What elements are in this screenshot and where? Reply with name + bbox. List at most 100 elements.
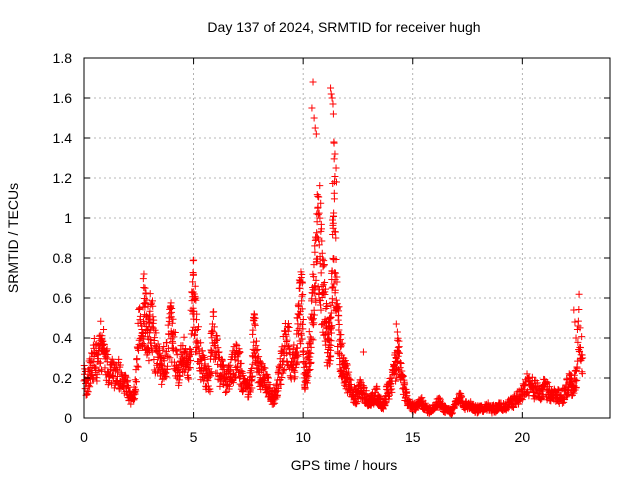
data-point <box>306 366 314 374</box>
data-point <box>305 328 313 336</box>
data-point <box>576 324 584 332</box>
data-point <box>395 349 403 357</box>
data-point <box>248 372 256 380</box>
data-point <box>145 318 153 326</box>
data-point <box>281 342 289 350</box>
y-tick-label: 0.2 <box>53 370 73 386</box>
data-point-peak <box>327 84 335 92</box>
data-point <box>297 340 305 348</box>
data-point <box>206 369 214 377</box>
data-point <box>164 321 172 329</box>
data-point <box>94 355 102 363</box>
data-point <box>320 331 328 339</box>
axes: 0 0.2 0.4 0.6 0.8 1 1.2 1.4 1.6 1.8 0 5 10 15 20 <box>53 50 610 445</box>
data-point <box>376 393 384 401</box>
data-point <box>274 385 282 393</box>
data-point <box>515 400 523 408</box>
data-point <box>573 376 581 384</box>
data-point <box>146 290 154 298</box>
data-point <box>332 256 340 264</box>
data-point <box>149 302 157 310</box>
data-point <box>558 399 566 407</box>
data-point <box>145 335 153 343</box>
data-point <box>293 351 301 359</box>
data-point <box>208 327 216 335</box>
data-point <box>229 379 237 387</box>
data-point <box>191 330 199 338</box>
data-point <box>317 225 325 233</box>
data-point <box>546 383 554 391</box>
data-point-peak <box>393 328 401 336</box>
y-tick-label: 0.6 <box>53 290 73 306</box>
data-point <box>308 316 316 324</box>
data-point-peak <box>311 124 319 132</box>
data-point <box>133 355 141 363</box>
data-point <box>290 367 298 375</box>
y-tick-label: 0.4 <box>53 330 73 346</box>
data-point <box>261 364 269 372</box>
data-point <box>143 296 151 304</box>
data-point <box>315 209 323 217</box>
data-point <box>310 273 318 281</box>
data-point <box>248 384 256 392</box>
data-point <box>168 319 176 327</box>
data-point <box>323 302 331 310</box>
data-point <box>344 371 352 379</box>
data-point <box>100 341 108 349</box>
data-point <box>86 383 94 391</box>
data-point <box>399 373 407 381</box>
data-point <box>343 361 351 369</box>
data-point <box>166 310 174 318</box>
data-point <box>313 258 321 266</box>
data-point <box>197 339 205 347</box>
data-point <box>306 340 314 348</box>
data-point <box>327 337 335 345</box>
data-point <box>299 291 307 299</box>
data-point <box>306 353 314 361</box>
data-point-peak <box>571 318 579 326</box>
data-point-peak <box>298 278 306 286</box>
data-point <box>281 366 289 374</box>
data-point <box>577 355 585 363</box>
data-point <box>343 360 351 368</box>
data-point <box>339 371 347 379</box>
data-point <box>130 396 138 404</box>
data-point <box>158 375 166 383</box>
data-point-peak <box>332 178 340 186</box>
data-point <box>393 374 401 382</box>
data-point <box>330 155 338 163</box>
data-point <box>159 346 167 354</box>
data-point <box>145 357 153 365</box>
data-point <box>307 343 315 351</box>
data-point <box>283 336 291 344</box>
data-point <box>332 296 340 304</box>
data-point <box>114 367 122 375</box>
data-point <box>124 376 132 384</box>
x-tick-label: 10 <box>295 429 311 445</box>
data-point <box>284 343 292 351</box>
data-point <box>150 355 158 363</box>
data-point <box>362 387 370 395</box>
data-point <box>87 379 95 387</box>
data-point <box>279 348 287 356</box>
data-point <box>331 173 339 181</box>
data-point <box>329 179 337 187</box>
data-point <box>298 292 306 300</box>
data-point <box>109 374 117 382</box>
data-point <box>217 371 225 379</box>
data-point <box>338 339 346 347</box>
data-point-peak <box>327 90 335 98</box>
data-point <box>136 304 144 312</box>
data-point <box>273 383 281 391</box>
data-point <box>174 365 182 373</box>
data-point <box>435 394 443 402</box>
data-point <box>168 305 176 313</box>
data-point <box>189 270 197 278</box>
data-point <box>327 329 335 337</box>
data-point <box>328 322 336 330</box>
data-point <box>186 364 194 372</box>
data-point <box>139 275 147 283</box>
data-point <box>326 336 334 344</box>
